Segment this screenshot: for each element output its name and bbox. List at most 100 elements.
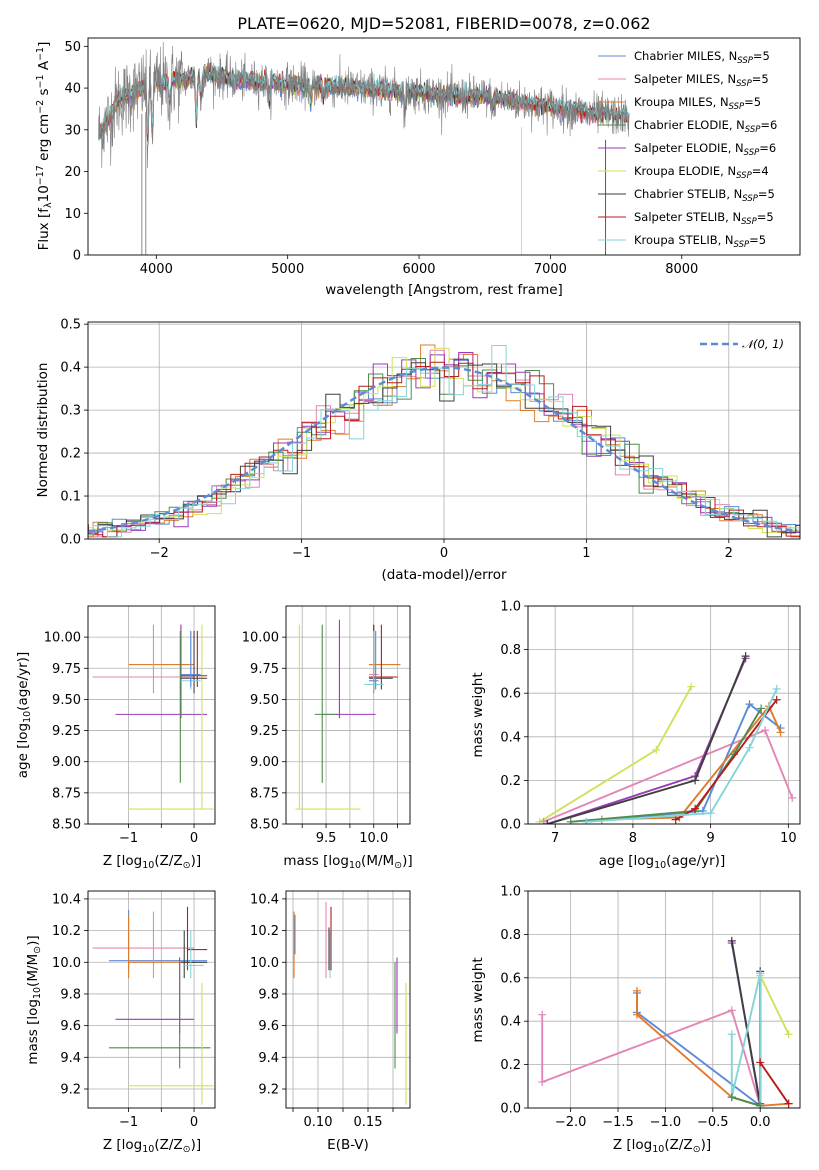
x-axis-label-part: 10: [142, 860, 154, 871]
y-axis-label-part: mass [log: [25, 999, 41, 1065]
x-axis-label-part: Z [log: [103, 1137, 142, 1153]
y-axis-label-part: 10: [32, 987, 43, 999]
legend-entry-count: =5: [749, 233, 766, 247]
y-axis-label: Flux [fλ10−17 erg cm−2 s−1 A−1]: [35, 42, 54, 251]
y-axis-label-part: Flux [f: [36, 207, 52, 251]
x-axis-label: mass [log10(M/M⊙)]: [283, 853, 412, 871]
legend-entry-subscript: SSP: [745, 125, 761, 135]
weight-line-chabrier-elodie: [731, 1096, 761, 1107]
x-tick-label: 5000: [271, 262, 304, 277]
grid-lines: [286, 891, 410, 1108]
y-axis-label-part: ]: [36, 42, 52, 47]
x-axis-label-part: )]: [191, 853, 202, 869]
y-tick-label: 10.00: [242, 631, 279, 646]
weight-point: [727, 1030, 736, 1039]
legend-entry-count: =5: [744, 95, 761, 109]
y-axis-label-part: )]: [25, 935, 41, 946]
weight-point: [776, 728, 785, 737]
x-axis-label-part: ⊙: [183, 1144, 191, 1155]
y-tick-label: 9.00: [52, 755, 81, 770]
y-tick-label: 0.8: [500, 928, 521, 943]
legend-entry: Kroupa STELIB, NSSP=5: [634, 233, 766, 250]
axes: 4000 5000 6000 7000 8000 0 10 20 30 40 50 wavelengt…: [35, 37, 801, 298]
legend-entry-subscript: SSP: [736, 171, 752, 181]
weight-point: [671, 815, 680, 824]
x-tick-label: 0.10: [304, 1115, 333, 1130]
legend-entry: Kroupa ELODIE, NSSP=4: [634, 164, 769, 181]
x-axis-label-part: ⊙: [693, 1144, 701, 1155]
x-axis-label: E(B-V): [327, 1137, 369, 1153]
legend-entry-count: =5: [753, 49, 770, 63]
x-axis-label-part: age [log: [599, 853, 654, 869]
weight-line-kroupa-elodie: [759, 975, 790, 1035]
x-tick-label: −1: [119, 1115, 138, 1130]
x-tick-label: 0: [190, 831, 198, 846]
y-tick-label: 0.0: [500, 1102, 521, 1117]
axes-frame: [87, 890, 216, 1109]
x-axis-label: age [log10(age/yr)]: [599, 853, 725, 871]
y-tick-label: 0.0: [60, 533, 81, 548]
weight-point: [757, 704, 766, 713]
weight-point: [543, 820, 552, 824]
weight-point: [538, 1077, 547, 1086]
x-axis-label: wavelength [Angstrom, rest frame]: [325, 282, 563, 298]
legend-entry-subscript: SSP: [741, 217, 757, 227]
weight-line-salpeter-stelib: [759, 1061, 790, 1105]
y-tick-label: 50: [64, 40, 81, 55]
legend-entry-text: Chabrier MILES, N: [634, 49, 737, 63]
axes-frame: [527, 605, 801, 825]
x-axis-label-part: ⊙: [183, 860, 191, 871]
legend-entry-count: =6: [760, 118, 777, 132]
x-tick-label: 9.5: [316, 831, 337, 846]
y-axis-label: age [log10(age/yr)]: [15, 652, 33, 778]
y-axis-label: Normed distribution: [35, 363, 51, 498]
x-tick-label: 0: [440, 546, 448, 561]
x-tick-label: −0.5: [697, 1115, 729, 1130]
grid-lines: [528, 890, 800, 1109]
y-tick-label: 1.0: [500, 885, 521, 900]
y-tick-label: 9.6: [258, 1019, 279, 1034]
y-axis-label-part: λ: [43, 202, 54, 208]
weight-point: [756, 969, 765, 978]
axes: 9.5 10.0 8.50 8.75 9.00 9.25 9.50 9.75 10.00 mass…: [242, 605, 413, 871]
axes-frame: [285, 890, 411, 1109]
y-tick-label: 9.00: [250, 755, 279, 770]
x-tick-label: 8: [629, 831, 637, 846]
plot-area: [535, 652, 797, 824]
y-axis-label: mass weight: [470, 672, 486, 757]
x-tick-label: 1: [582, 546, 590, 561]
x-tick-label: 8000: [665, 262, 698, 277]
y-axis-label-part: s: [36, 88, 52, 99]
y-tick-label: 10: [64, 207, 81, 222]
weight-line-salpeter-miles: [543, 729, 794, 823]
legend-entry: Salpeter STELIB, NSSP=5: [634, 210, 774, 227]
legend-entry-text: Chabrier ELODIE, N: [634, 118, 745, 132]
histogram-kroupa-stelib: [88, 345, 800, 538]
y-axis-label-part: A: [36, 60, 52, 74]
y-tick-label: 8.50: [250, 818, 279, 833]
x-axis-label: (data-model)/error: [381, 567, 507, 583]
x-tick-label: 9: [706, 831, 714, 846]
x-tick-label: 0.0: [750, 1115, 771, 1130]
weight-point: [632, 1010, 641, 1019]
x-axis-label-part: (age/yr)]: [666, 853, 725, 869]
weight-point: [691, 776, 700, 785]
weight-point: [566, 817, 575, 824]
panel-spectrum: 4000 5000 6000 7000 8000 0 10 20 30 40 50 wavelengt…: [35, 37, 801, 298]
x-axis-label-part: 10: [349, 860, 361, 871]
x-axis-label-part: (Z/Z: [154, 853, 182, 869]
legend-entry: Chabrier STELIB, NSSP=5: [634, 187, 775, 204]
weight-line-kroupa-stelib: [586, 688, 778, 823]
y-tick-label: 40: [64, 82, 81, 97]
axes-frame: [527, 890, 801, 1109]
weight-line-salpeter-miles: [541, 1009, 762, 1107]
y-tick-label: 9.4: [258, 1051, 279, 1066]
weight-point: [632, 986, 641, 995]
y-axis-label-part: ⊙: [32, 946, 43, 954]
x-axis-label: Z [log10(Z/Z⊙)]: [613, 1137, 711, 1155]
axes-frame: [285, 605, 411, 825]
panel-mass-vs-ebv: 0.10 0.15 9.2 9.4 9.6 9.8 10.0 10.2 10.4 E(B-V): [250, 890, 411, 1153]
